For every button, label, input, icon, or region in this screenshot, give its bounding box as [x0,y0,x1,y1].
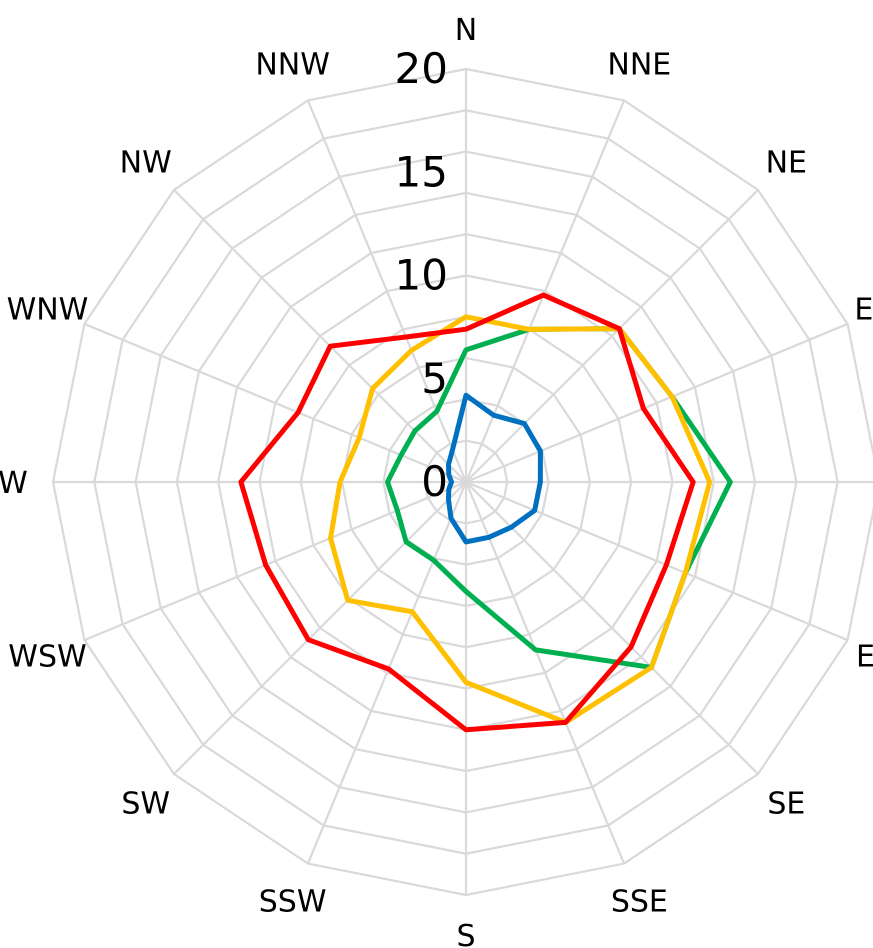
series-line-4 [238,292,696,733]
direction-label-s: S [456,919,475,948]
direction-label-wsw: WSW [8,639,86,674]
radar-grid [51,67,873,897]
series-line-3 [328,314,713,725]
direction-label-n: N [455,13,477,48]
tick-label-10: 10 [395,251,448,300]
axis-spoke-wnw [84,322,467,484]
direction-label-nnw: NNW [255,47,330,82]
direction-label-w: W [0,466,28,501]
tick-label-5: 5 [421,354,448,403]
radial-tick-labels: 0 5 10 15 20 [395,44,448,506]
axis-spoke-ssw [306,481,468,864]
direction-label-nw: NW [120,146,172,181]
direction-label-wnw: WNW [7,293,89,328]
axis-spoke-sse [464,481,626,864]
direction-labels: NNNENEENEEESESESSESSSWSWWSWWWNWNWNNW [0,13,873,948]
radar-series [238,292,733,733]
series-line-1 [445,392,543,545]
direction-label-ene: ENE [854,293,873,328]
direction-label-ssw: SSW [259,885,327,920]
axis-spoke-nw [173,189,467,483]
axis-spoke-ne [465,189,759,483]
direction-label-ne: NE [766,146,807,181]
tick-label-0: 0 [421,457,448,506]
axis-spoke-sw [173,481,467,775]
direction-label-sse: SSE [611,885,668,920]
axis-spoke-ene [465,322,848,484]
tick-label-20: 20 [395,44,448,93]
direction-label-nne: NNE [607,47,671,82]
axis-spoke-se [465,481,759,775]
axis-spoke-wsw [84,480,467,642]
tick-label-15: 15 [395,147,448,196]
direction-label-ese: ESE [856,639,873,674]
axis-spoke-nne [464,100,626,483]
axis-spoke-ese [465,480,848,642]
direction-label-sw: SW [121,786,170,821]
axis-spoke-nnw [306,100,468,483]
direction-label-se: SE [767,786,805,821]
